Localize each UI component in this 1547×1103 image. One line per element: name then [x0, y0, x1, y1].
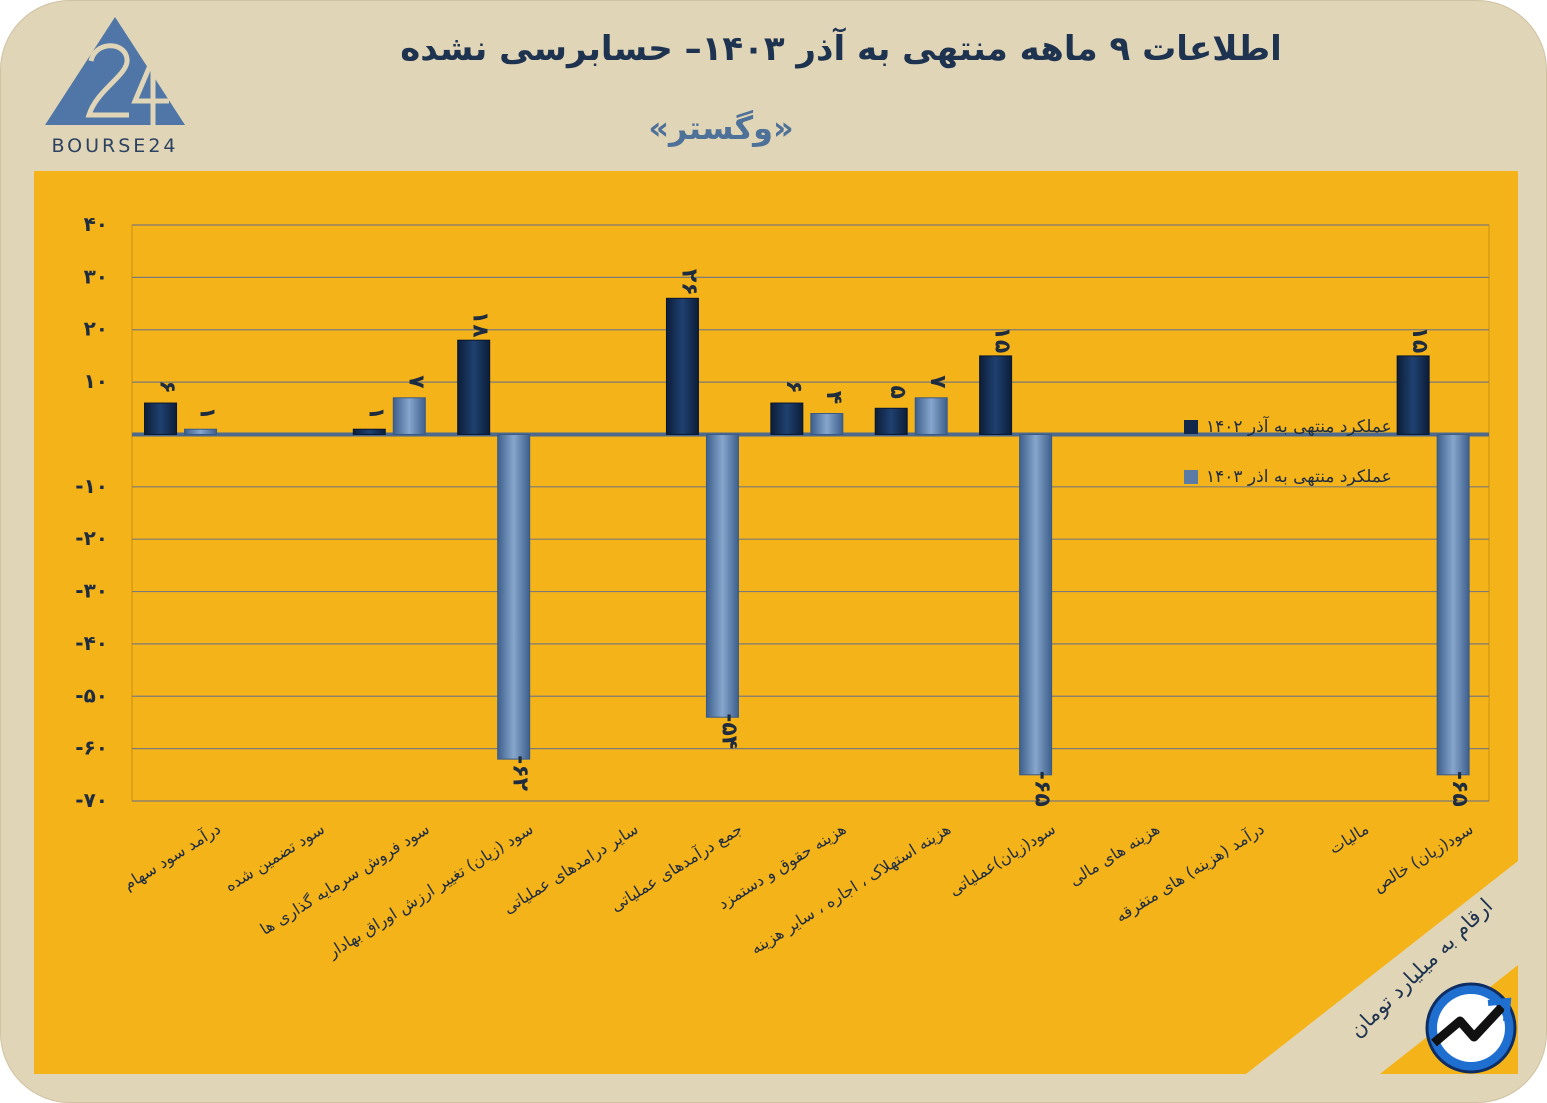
chart-panel: ۴۰ ۳۰ ۲۰ ۱۰ -۱۰ -۲۰ -۳۰ -۴۰ -۵۰ -۶۰ -۷۰ ۶ ۱ ۱ ۷ ۱۸ -۶۲ ۲۶…	[34, 171, 1518, 1074]
y-tick-label: ۲۰	[84, 317, 108, 341]
logo-text: BOURSE24	[51, 135, 179, 157]
y-tick-label: ۴۰	[84, 212, 108, 236]
data-label-1403: -۶۵	[1030, 771, 1055, 807]
data-label-1402: ۱	[363, 406, 388, 419]
bar-chart: ۴۰ ۳۰ ۲۰ ۱۰ -۱۰ -۲۰ -۳۰ -۴۰ -۵۰ -۶۰ -۷۰ ۶ ۱ ۱ ۷ ۱۸ -۶۲ ۲۶…	[34, 171, 1518, 1074]
data-label-1403: ۴	[821, 391, 846, 404]
bourse24-logo	[45, 17, 185, 127]
y-tick-label: -۷۰	[75, 788, 108, 812]
bar-1402	[770, 402, 804, 435]
data-label-1402: ۱۵	[990, 326, 1015, 353]
data-label-1402: ۶	[781, 380, 806, 393]
page-title: اطلاعات ۹ ماهه منتهی به آذر ۱۴۰۳– حسابرس…	[400, 29, 1282, 69]
bar-1402	[352, 428, 386, 435]
data-label-1403: -۵۴	[716, 713, 741, 749]
legend-swatch-1402	[1184, 420, 1198, 434]
bar-1402	[874, 407, 908, 435]
chart-legend: عملکرد منتهی به آذر ۱۴۰۲ عملکرد منتهی به…	[1184, 415, 1392, 515]
bar-1403	[1436, 433, 1470, 776]
bar-1403	[184, 428, 218, 435]
data-label-1403: ۱	[195, 406, 220, 419]
data-label-1402: ۵	[885, 386, 910, 399]
y-tick-label: -۱۰	[75, 474, 108, 498]
bar-1403	[914, 397, 948, 435]
y-tick-label: -۴۰	[75, 631, 108, 655]
page-subtitle: «وگستر»	[648, 109, 794, 147]
y-tick-label: ۳۰	[84, 264, 108, 288]
bar-1403	[810, 413, 844, 435]
bar-1403	[497, 433, 531, 760]
bar-1402	[1396, 355, 1430, 435]
bar-1403	[392, 397, 426, 435]
legend-item-1403: عملکرد منتهی به اذر ۱۴۰۳	[1184, 465, 1392, 489]
plot-area	[131, 224, 1490, 802]
legend-swatch-1403	[1184, 470, 1198, 484]
bar-1402	[457, 339, 491, 435]
data-label-1402: ۱۸	[468, 311, 493, 338]
bar-1402	[979, 355, 1013, 435]
legend-label-1403: عملکرد منتهی به اذر ۱۴۰۳	[1206, 467, 1392, 487]
bar-1402	[144, 402, 178, 435]
data-label-1403: -۶۵	[1447, 771, 1472, 807]
data-label-1403: ۷	[403, 375, 428, 389]
data-label-1403: ۷	[925, 375, 950, 389]
data-label-1403: -۶۲	[508, 755, 533, 792]
data-label-1402: ۶	[155, 380, 180, 393]
y-tick-label: ۱۰	[84, 369, 108, 393]
bar-1403	[705, 433, 739, 718]
bar-1402	[665, 297, 699, 435]
legend-item-1402: عملکرد منتهی به آذر ۱۴۰۲	[1184, 415, 1392, 439]
y-tick-label: -۳۰	[75, 579, 108, 603]
y-tick-label: -۲۰	[75, 526, 108, 550]
legend-label-1402: عملکرد منتهی به آذر ۱۴۰۲	[1206, 417, 1392, 437]
trend-arrow-icon	[1425, 982, 1517, 1074]
data-label-1402: ۱۵	[1407, 326, 1432, 353]
bar-1403	[1019, 433, 1053, 776]
data-label-1402: ۲۶	[676, 269, 701, 296]
y-tick-label: -۶۰	[75, 736, 108, 760]
y-tick-label: -۵۰	[75, 683, 108, 707]
